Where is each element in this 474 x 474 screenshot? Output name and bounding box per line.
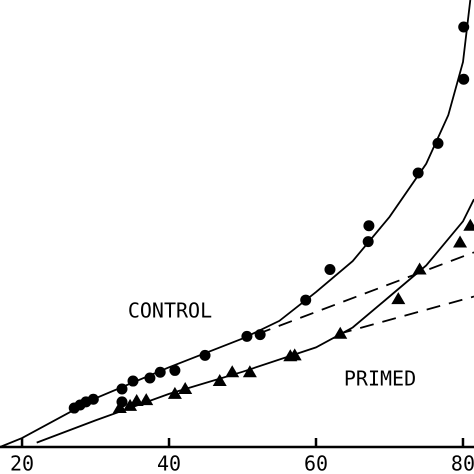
point [123,398,138,411]
point [453,235,468,248]
point [127,375,139,387]
annotation: CONTROL [128,299,212,323]
point [412,167,424,179]
point [225,365,240,378]
fit-curve [36,198,474,444]
point [300,294,312,306]
point [363,220,375,232]
point [463,218,474,231]
point [432,137,444,149]
x-tick-label: 40 [157,452,181,474]
point [212,374,227,387]
point [116,383,128,395]
point [391,292,406,305]
fit-curve [256,251,474,335]
point [254,329,266,341]
point [333,326,348,339]
point [129,393,144,406]
fit-curve [337,295,474,335]
point [242,365,257,378]
point [458,21,470,33]
point [287,348,302,361]
point [144,372,156,384]
x-tick-label: 20 [10,452,34,474]
point [154,366,166,378]
point [241,330,253,342]
annotation: PRIMED [344,367,416,391]
point [169,364,181,376]
point [458,73,470,85]
x-tick-label: 60 [304,452,328,474]
point [167,386,182,399]
point [199,349,211,361]
point [412,262,427,275]
point [112,401,127,414]
point [139,393,154,406]
point [87,393,99,405]
point [362,236,374,248]
x-tick-label: 80 [451,452,474,474]
point [324,264,336,276]
point [178,382,193,395]
